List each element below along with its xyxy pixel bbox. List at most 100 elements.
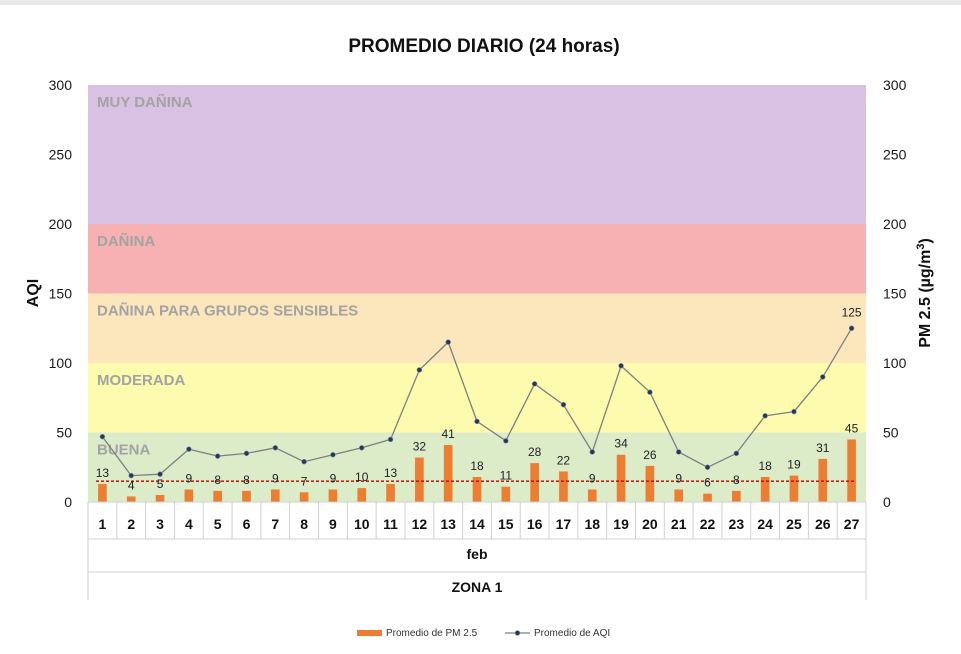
pm25-label-24: 19 <box>787 458 801 472</box>
aqi-point-14 <box>503 438 509 444</box>
pm25-bar-14 <box>501 486 511 502</box>
aqi-point-17 <box>589 449 595 455</box>
band-label-3: DAÑINA <box>97 232 155 250</box>
aqi-point-2 <box>157 471 163 477</box>
y-left-tick-4: 200 <box>49 216 73 232</box>
aqi-point-7 <box>301 458 307 465</box>
pm25-label-13: 18 <box>470 459 484 473</box>
y-axis-left: 0 50 100 150 200 250 300 <box>49 77 73 510</box>
pm25-label-14: 11 <box>500 469 513 483</box>
x-tick-13: 14 <box>469 516 485 532</box>
pm25-bar-23 <box>760 476 770 502</box>
aqi-point-26 <box>848 325 855 331</box>
x-tick-14: 15 <box>498 516 514 532</box>
pm25-label-22: 8 <box>733 473 740 487</box>
aqi-point-25 <box>820 374 826 380</box>
pm25-bar-2 <box>155 495 165 502</box>
pm25-label-15: 28 <box>528 445 542 459</box>
x-tick-26: 27 <box>844 516 860 532</box>
x-tick-18: 19 <box>613 516 629 532</box>
x-tick-11: 12 <box>412 516 428 532</box>
y-axis-right-title-main: PM 2.5 (µg/m <box>917 250 934 348</box>
y-right-tick-1: 50 <box>883 425 899 441</box>
aqi-bands: BUENA MODERADA DAÑINA PARA GRUPOS SENSIBLE… <box>88 85 866 502</box>
pm25-bar-4 <box>213 490 222 502</box>
pm25-label-3: 9 <box>186 471 193 485</box>
pm25-bar-16 <box>559 471 568 502</box>
x-tick-5: 6 <box>243 516 251 532</box>
pm25-bars <box>98 439 856 502</box>
x-tick-17: 18 <box>584 516 600 532</box>
y-axis-right: 0 50 100 150 200 250 300 <box>883 77 907 510</box>
x-tick-15: 16 <box>527 516 543 532</box>
band-3 <box>88 224 866 294</box>
pm25-label-18: 34 <box>614 437 628 451</box>
x-tick-21: 22 <box>700 516 716 532</box>
aqi-point-9 <box>359 445 365 451</box>
x-tick-24: 25 <box>786 516 802 532</box>
aqi-point-22 <box>733 450 740 457</box>
pm25-bar-20 <box>674 489 684 502</box>
aqi-point-1 <box>128 472 134 479</box>
top-edge <box>0 0 961 5</box>
band-label-0: BUENA <box>97 442 151 459</box>
aqi-point-23 <box>762 413 768 419</box>
pm25-label-20: 9 <box>675 471 682 485</box>
pm25-label-16: 22 <box>557 453 571 467</box>
band-label-1: MODERADA <box>97 372 185 389</box>
aqi-point-0 <box>99 433 106 440</box>
x-tick-2: 3 <box>156 516 164 532</box>
pm25-bar-15 <box>530 463 539 502</box>
pm25-bar-12 <box>443 445 453 502</box>
y-right-tick-5: 250 <box>883 147 907 163</box>
x-tick-6: 7 <box>271 516 279 532</box>
pm25-bar-10 <box>386 483 395 502</box>
pm25-label-5: 8 <box>243 473 250 487</box>
y-right-tick-2: 100 <box>883 355 907 371</box>
pm25-label-26: 45 <box>845 421 859 435</box>
pm25-bar-6 <box>270 489 280 502</box>
pm25-bar-7 <box>299 492 309 502</box>
aqi-point-5 <box>243 450 250 457</box>
aqi-point-11 <box>416 367 423 373</box>
aqi-point-3 <box>186 446 192 452</box>
pm25-label-25: 31 <box>816 441 830 455</box>
aqi-point-18 <box>618 363 624 369</box>
aqi-point-4 <box>214 453 221 459</box>
band-label-2: DAÑINA PARA GRUPOS SENSIBLES <box>97 302 358 320</box>
pm25-label-1: 4 <box>128 478 135 492</box>
x-outer-label: ZONA 1 <box>452 579 503 595</box>
x-tick-7: 8 <box>300 516 308 532</box>
x-tick-23: 24 <box>757 516 773 532</box>
x-tick-20: 21 <box>671 516 687 532</box>
x-tick-19: 20 <box>642 516 658 532</box>
x-tick-1: 2 <box>127 516 135 532</box>
pm25-label-2: 5 <box>157 477 164 491</box>
pm25-label-21: 6 <box>704 476 711 490</box>
aqi-point-24 <box>791 408 797 415</box>
y-left-tick-0: 0 <box>64 494 72 510</box>
y-left-tick-2: 100 <box>49 355 73 371</box>
aqi-line <box>99 325 855 479</box>
aqi-point-6 <box>272 445 278 451</box>
chart-title: PROMEDIO DIARIO (24 horas) <box>348 36 619 57</box>
y-left-tick-3: 150 <box>49 286 73 302</box>
pm25-label-4: 8 <box>214 473 221 487</box>
legend-label-pm25: Promedio de PM 2.5 <box>386 628 478 639</box>
y-axis-right-title-end: ) <box>917 238 934 243</box>
aqi-point-16 <box>560 402 567 408</box>
aqi-last-label: 125 <box>842 305 862 319</box>
band-2 <box>88 293 866 363</box>
pm25-bar-18 <box>616 454 626 502</box>
pm25-label-6: 9 <box>272 471 279 485</box>
x-tick-4: 5 <box>214 516 222 532</box>
x-tick-0: 1 <box>99 516 107 532</box>
pm25-bar-24 <box>789 475 799 502</box>
pm25-bar-3 <box>184 489 194 502</box>
aqi-point-15 <box>531 381 538 387</box>
pm25-bar-8 <box>328 489 338 502</box>
pm25-bar-11 <box>415 457 424 502</box>
aqi-point-21 <box>704 464 711 470</box>
x-tick-25: 26 <box>815 516 831 532</box>
